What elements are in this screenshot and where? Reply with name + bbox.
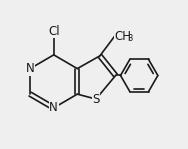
Text: Cl: Cl <box>48 25 60 38</box>
Text: S: S <box>92 93 100 105</box>
Text: N: N <box>49 101 58 114</box>
Text: CH: CH <box>115 30 132 43</box>
Text: 3: 3 <box>127 34 132 43</box>
Text: N: N <box>26 62 35 75</box>
